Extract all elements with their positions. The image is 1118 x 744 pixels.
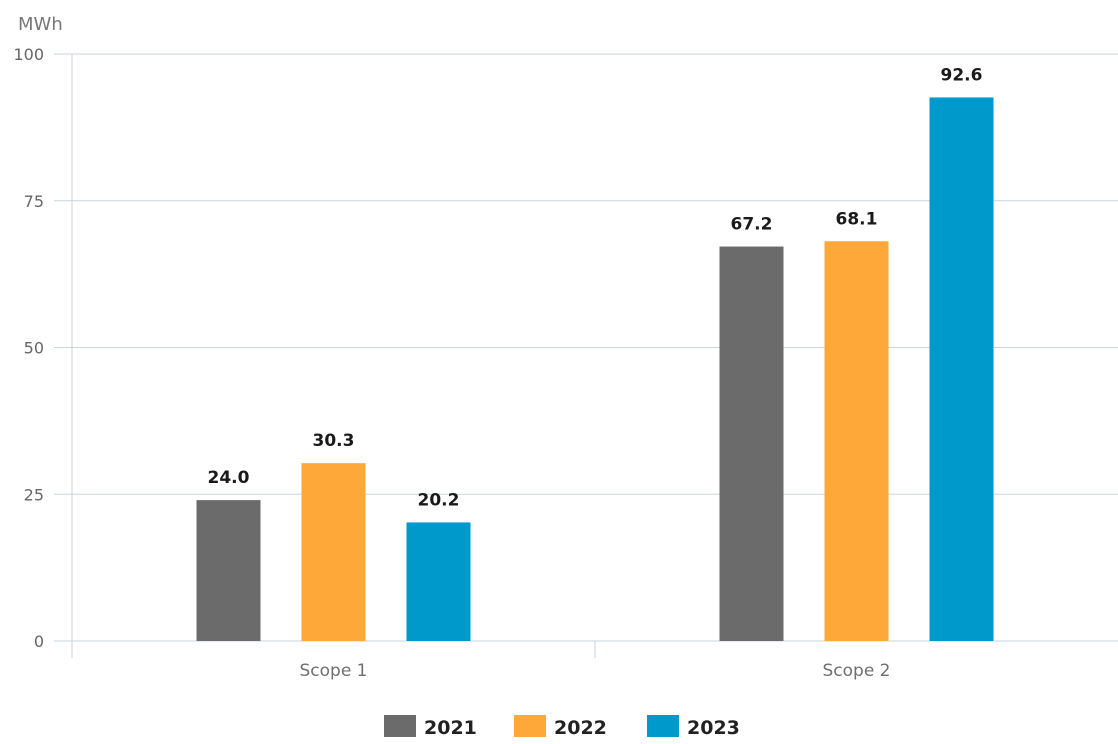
bar-2022-scope-1[interactable] xyxy=(301,463,366,641)
y-tick-label: 0 xyxy=(34,632,44,651)
y-tick-label: 75 xyxy=(24,192,44,211)
bar-2023-scope-1[interactable] xyxy=(406,522,471,641)
axes: MWh 0 25 50 75 100 Scope 1 Scope 2 xyxy=(13,14,890,681)
y-tick-label: 25 xyxy=(24,485,44,504)
y-axis-unit-label: MWh xyxy=(18,14,63,35)
legend-label-2022[interactable]: 2022 xyxy=(554,717,607,739)
bar-value-label: 20.2 xyxy=(418,490,460,510)
x-category-label: Scope 2 xyxy=(822,661,890,681)
bar-value-label: 92.6 xyxy=(941,65,983,85)
bar-2023-scope-2[interactable] xyxy=(929,97,994,642)
bar-2021-scope-1[interactable] xyxy=(196,500,261,641)
legend-swatch-2023[interactable] xyxy=(647,715,679,737)
legend-label-2023[interactable]: 2023 xyxy=(687,717,740,739)
x-category-label: Scope 1 xyxy=(299,661,367,681)
legend-swatch-2022[interactable] xyxy=(514,715,546,737)
data-labels: 24.0 30.3 20.2 67.2 68.1 92.6 xyxy=(208,65,983,510)
legend[interactable]: 2021 2022 2023 xyxy=(384,715,740,739)
bar-value-label: 68.1 xyxy=(836,209,878,229)
bar-2022-scope-2[interactable] xyxy=(824,241,889,642)
bar-2021-scope-2[interactable] xyxy=(719,246,784,641)
y-tick-label: 100 xyxy=(13,45,44,64)
legend-swatch-2021[interactable] xyxy=(384,715,416,737)
bar-value-label: 30.3 xyxy=(313,431,355,451)
bar-value-label: 24.0 xyxy=(208,468,250,488)
bar-value-label: 67.2 xyxy=(731,215,773,235)
y-tick-label: 50 xyxy=(24,339,44,358)
bars xyxy=(196,97,994,642)
legend-label-2021[interactable]: 2021 xyxy=(424,717,477,739)
